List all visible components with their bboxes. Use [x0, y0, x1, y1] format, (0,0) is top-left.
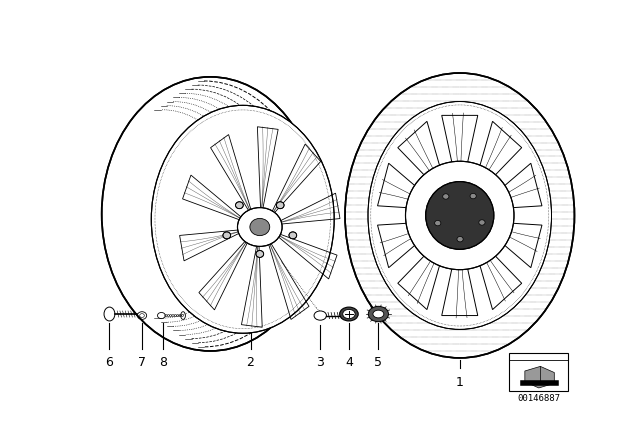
Ellipse shape [250, 218, 269, 236]
Ellipse shape [237, 207, 282, 246]
Ellipse shape [373, 310, 384, 318]
Polygon shape [472, 121, 522, 196]
Ellipse shape [345, 73, 575, 358]
Ellipse shape [406, 161, 514, 270]
Ellipse shape [151, 105, 334, 333]
Text: 8: 8 [159, 356, 167, 369]
Text: 5: 5 [374, 356, 382, 369]
Ellipse shape [289, 232, 297, 239]
Polygon shape [398, 235, 447, 310]
Ellipse shape [457, 237, 463, 242]
Ellipse shape [435, 220, 441, 226]
Bar [509, 353, 568, 391]
Polygon shape [378, 221, 438, 267]
Polygon shape [442, 241, 478, 315]
Ellipse shape [343, 310, 355, 319]
Text: 00146887: 00146887 [517, 394, 560, 403]
Text: 7: 7 [138, 356, 146, 369]
Polygon shape [442, 116, 478, 190]
Polygon shape [525, 366, 554, 388]
Polygon shape [378, 163, 438, 210]
Ellipse shape [443, 194, 449, 199]
Polygon shape [398, 121, 447, 196]
Ellipse shape [223, 232, 230, 239]
Text: 6: 6 [106, 356, 113, 369]
Ellipse shape [470, 194, 476, 199]
Ellipse shape [368, 306, 388, 322]
Ellipse shape [276, 202, 284, 209]
Ellipse shape [256, 250, 264, 258]
Ellipse shape [426, 181, 494, 250]
Text: 2: 2 [246, 356, 255, 369]
Ellipse shape [102, 77, 319, 351]
Ellipse shape [340, 307, 358, 321]
Polygon shape [481, 221, 542, 267]
Text: 4: 4 [345, 356, 353, 369]
Polygon shape [481, 163, 542, 210]
Text: 1: 1 [456, 375, 464, 388]
Polygon shape [472, 235, 522, 310]
Ellipse shape [368, 102, 552, 329]
Ellipse shape [236, 202, 243, 209]
Ellipse shape [479, 220, 485, 225]
Text: 3: 3 [316, 356, 324, 369]
